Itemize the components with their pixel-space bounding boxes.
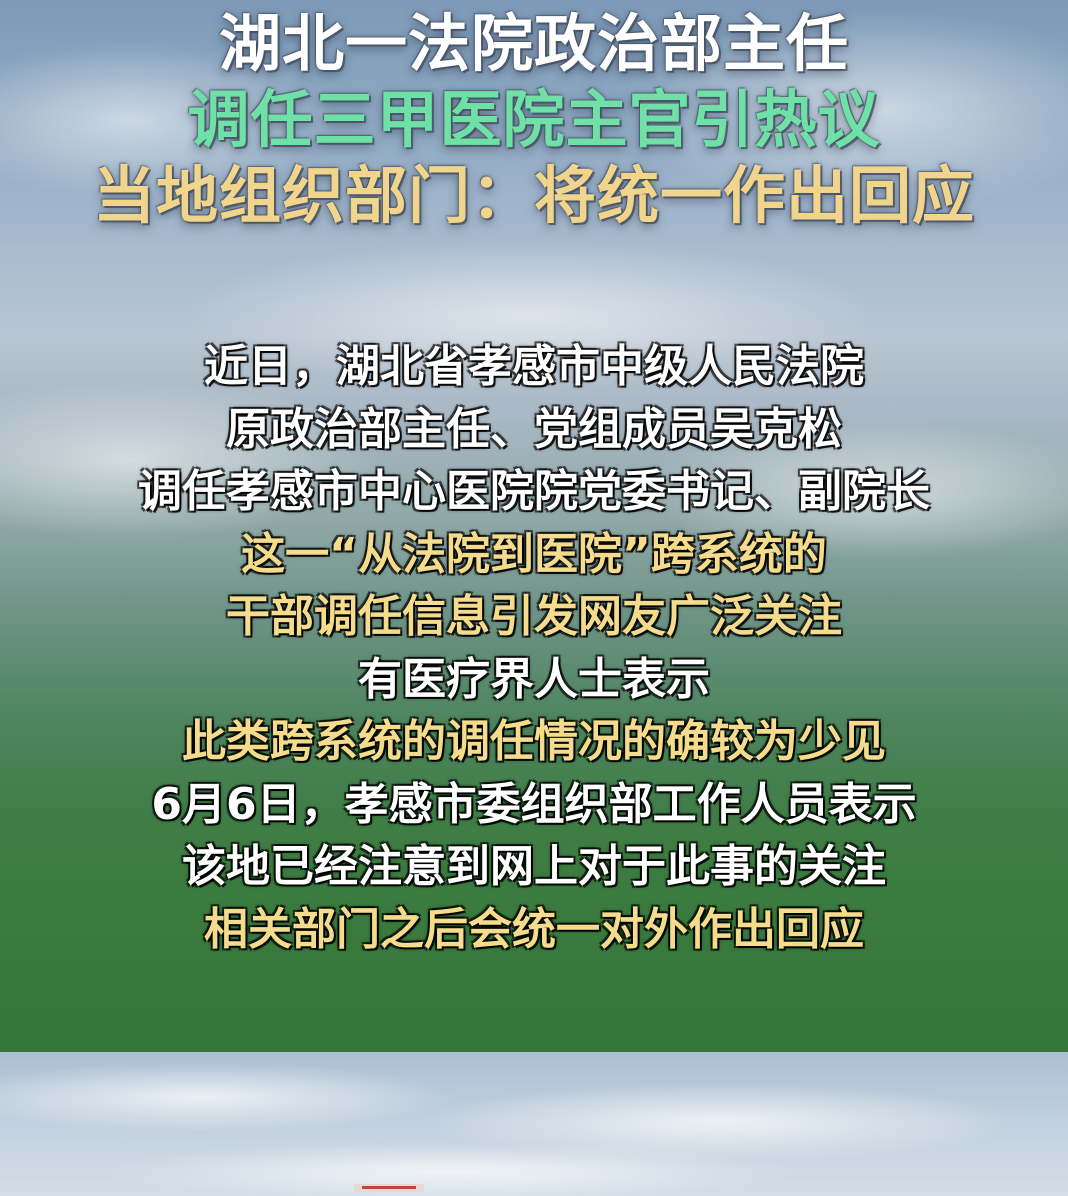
headline-line-2: 调任三甲医院主官引热议 bbox=[0, 82, 1068, 158]
headline-line-3: 当地组织部门：将统一作出回应 bbox=[0, 158, 1068, 234]
photo-cloud bbox=[100, 1142, 800, 1196]
news-poster: 湖北一法院政治部主任 调任三甲医院主官引热议 当地组织部门：将统一作出回应 近日… bbox=[0, 0, 1068, 1052]
headline-line-1: 湖北一法院政治部主任 bbox=[0, 6, 1068, 82]
building-sign bbox=[354, 1184, 424, 1192]
next-photo-preview bbox=[0, 1052, 1068, 1196]
news-body: 近日，湖北省孝感市中级人民法院 原政治部主任、党组成员吴克松 调任孝感市中心医院… bbox=[0, 336, 1068, 961]
body-line-highlight: 此类跨系统的调任情况的确较为少见 bbox=[0, 711, 1068, 774]
body-line: 近日，湖北省孝感市中级人民法院 bbox=[0, 336, 1068, 399]
body-line: 该地已经注意到网上对于此事的关注 bbox=[0, 836, 1068, 899]
body-line: 调任孝感市中心医院院党委书记、副院长 bbox=[0, 461, 1068, 524]
body-line-highlight: 干部调任信息引发网友广泛关注 bbox=[0, 586, 1068, 649]
body-line-highlight: 这一“从法院到医院”跨系统的 bbox=[0, 524, 1068, 587]
body-line: 有医疗界人士表示 bbox=[0, 649, 1068, 712]
body-line-highlight: 相关部门之后会统一对外作出回应 bbox=[0, 899, 1068, 962]
body-line: 6月6日，孝感市委组织部工作人员表示 bbox=[0, 774, 1068, 837]
photo-cloud bbox=[0, 1062, 460, 1132]
body-line: 原政治部主任、党组成员吴克松 bbox=[0, 399, 1068, 462]
headline: 湖北一法院政治部主任 调任三甲医院主官引热议 当地组织部门：将统一作出回应 bbox=[0, 6, 1068, 234]
